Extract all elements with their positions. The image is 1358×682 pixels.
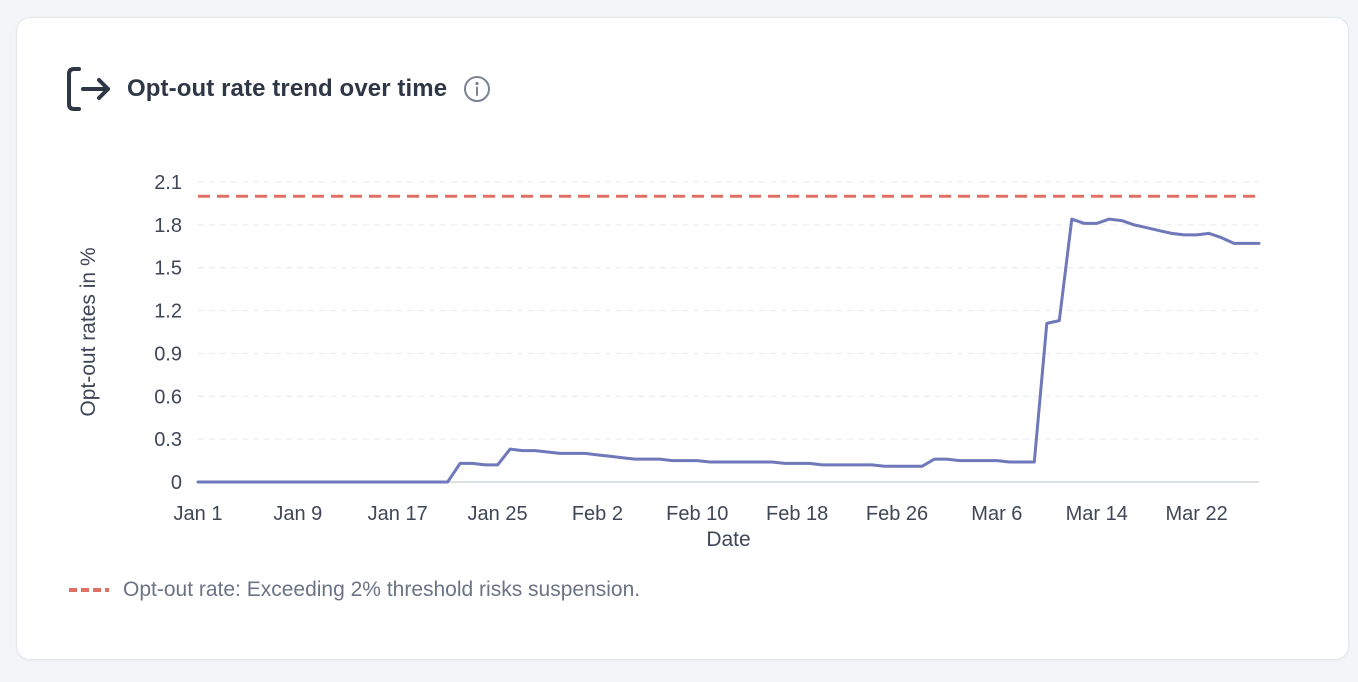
y-tick-label: 0.6: [154, 386, 182, 408]
x-tick-label: Mar 22: [1165, 503, 1227, 525]
y-axis-title: Opt-out rates in %: [77, 247, 100, 416]
x-tick-label: Jan 9: [273, 503, 322, 525]
y-tick-label: 1.8: [154, 215, 182, 237]
x-tick-label: Feb 2: [572, 503, 623, 525]
info-icon-svg: [464, 76, 491, 102]
series-line: [196, 217, 1261, 484]
legend-threshold-swatch: [69, 588, 109, 592]
x-tick-label: Feb 26: [866, 503, 928, 525]
x-tick-label: Mar 14: [1066, 503, 1128, 525]
y-tick-label: 1.2: [154, 301, 182, 323]
card-header: Opt-out rate trend over time: [65, 64, 491, 114]
x-axis-title: Date: [706, 528, 750, 551]
exit-arrow-icon-svg: [67, 67, 110, 111]
chart-area: 0 0.3 0.6 0.9 1.2 1.5 1.8 2.1 Jan 1 Jan 9 Jan 17 Ja…: [17, 18, 1350, 661]
x-tick-label: Feb 18: [766, 503, 828, 525]
x-tick-label: Mar 6: [971, 503, 1022, 525]
y-tick-label: 0.9: [154, 343, 182, 365]
legend-label: Opt-out rate: Exceeding 2% threshold ris…: [123, 578, 641, 601]
x-tick-label: Jan 25: [468, 503, 528, 525]
x-tick-label: Feb 10: [666, 503, 728, 525]
info-icon[interactable]: [463, 75, 491, 103]
y-tick-label: 0.3: [154, 429, 182, 451]
y-tick-label: 0: [171, 472, 182, 494]
chart-card: Opt-out rate trend over time 0 0.3 0.6 0.9 1…: [16, 17, 1349, 660]
x-tick-label: Jan 17: [368, 503, 428, 525]
card-title: Opt-out rate trend over time: [127, 75, 448, 102]
x-tick-label: Jan 1: [174, 503, 223, 525]
y-tick-label: 2.1: [154, 172, 182, 194]
legend: Opt-out rate: Exceeding 2% threshold ris…: [69, 578, 640, 602]
y-tick-label: 1.5: [154, 258, 182, 280]
exit-arrow-icon: [65, 64, 111, 114]
opt-out-line-chart: 0 0.3 0.6 0.9 1.2 1.5 1.8 2.1 Jan 1 Jan 9 Jan 17 Ja…: [77, 172, 1261, 551]
